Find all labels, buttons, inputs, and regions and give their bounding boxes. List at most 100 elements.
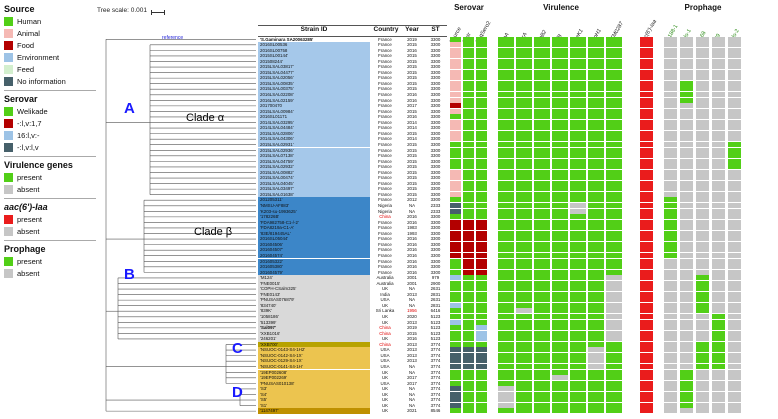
virulence-gene-cell [570,236,586,242]
virulence-gene-cell [498,225,514,231]
virulence-gene-cell [516,80,532,86]
prophage-cell [728,275,741,281]
virulence-gene-cell [588,358,604,364]
table-row: 2015LSAL04045' France 2015 3300 [258,180,447,187]
source-cell [450,286,461,292]
st-cell: 3300 [430,147,441,153]
strain-id-cell: '1147497' [258,408,370,414]
virulence-gene-cell [516,64,532,70]
aac-resistance-cell [640,180,653,186]
prophage-cell [664,252,677,258]
virulence-gene-cell [588,191,604,197]
source-cell [450,302,461,308]
st-cell: 2631 [430,297,441,303]
virulence-gene-cell [570,319,586,325]
prophage-cell [728,336,741,342]
virulence-gene-cell [570,42,586,48]
prophage-cell [728,397,741,403]
source-cell [450,347,461,353]
prophage-cell [712,58,725,64]
virulence-gene-cell [606,214,622,220]
legend-item: Animal [4,27,96,39]
aac-resistance-cell [640,153,653,159]
prophage-cell [664,225,677,231]
prophage-cell [664,402,677,408]
prophage-cell [712,108,725,114]
country-cell: UK [381,314,389,319]
virulence-gene-cell [606,391,622,397]
virulence-gene-cell [498,114,514,120]
prophage-cell [680,241,693,247]
st-cell: 3300 [430,53,441,59]
aac-resistance-cell [640,191,653,197]
seqsero2-serovar-cell [476,319,487,325]
column-header-country: Country [373,26,399,33]
sistr-serovar-cell [463,42,474,48]
column-header-strain-id: Strain ID [300,26,328,33]
year-cell: 2015 [407,64,417,70]
source-cell [450,119,461,125]
country-cell: USA [380,363,390,369]
virulence-gene-cell [570,264,586,270]
prophage-cell [712,347,725,353]
virulence-gene-cell [588,375,604,381]
prophage-cell [728,164,741,170]
virulence-gene-cell [534,408,550,414]
legend-swatch [4,214,13,224]
virulence-gene-cell [570,125,586,131]
prophage-cell [728,308,741,314]
virulence-gene-cell [588,97,604,103]
aac-resistance-cell [640,397,653,403]
prophage-cell [696,397,709,403]
st-cell: 3300 [430,42,441,48]
prophage-cell [728,158,741,164]
year-cell: 2012 [407,197,417,203]
virulence-gene-cell [516,158,532,164]
seqsero2-serovar-cell [476,197,487,203]
strain-id-cell: 'FNE0015' [258,280,370,287]
st-cell: 3300 [430,92,441,97]
year-cell: 2015 [407,153,417,159]
strain-id-cell: 2015LSAL00375' [258,86,370,92]
st-cell: 8546 [430,408,441,414]
prophage-cell [712,158,725,164]
legend-item: Environment [4,51,96,63]
strain-id-cell: 2016LSAL02208' [258,92,370,98]
virulence-gene-cell [606,225,622,231]
virulence-gene-cell [516,36,532,42]
virulence-gene-cell [516,402,532,408]
prophage-cell [712,264,725,270]
prophage-cell [696,42,709,48]
prophage-cell [712,286,725,292]
virulence-gene-cell [516,69,532,75]
virulence-gene-cell [534,175,550,181]
virulence-gene-cell [552,241,568,247]
seqsero2-serovar-cell [476,336,487,342]
st-cell: 3300 [430,136,441,142]
legend-item-label: present [17,256,43,266]
country-cell: USA [380,347,390,353]
virulence-gene-cell [588,252,604,258]
source-cell [450,269,461,275]
virulence-gene-cell [552,203,568,209]
year-cell: NA [408,297,416,303]
virulence-gene-cell [552,397,568,403]
virulence-gene-cell [570,397,586,403]
virulence-gene-cell [588,186,604,192]
prophage-cell [680,53,693,59]
table-row: 2015LSAL02056' France 2015 3300 [258,75,447,81]
seqsero2-serovar-cell [476,347,487,353]
prophage-cell [696,319,709,325]
st-cell: 3774 [430,369,441,375]
country-cell: USA [380,358,390,364]
sistr-serovar-cell [463,230,474,236]
virulence-gene-cell [552,141,568,147]
virulence-gene-cell [552,75,568,81]
year-cell: 2016 [407,236,417,242]
country-cell: France [378,125,392,131]
aac-resistance-cell [640,341,653,347]
seqsero2-serovar-cell [476,97,487,103]
st-cell: 3774 [430,352,441,358]
virulence-gene-cell [552,36,568,42]
